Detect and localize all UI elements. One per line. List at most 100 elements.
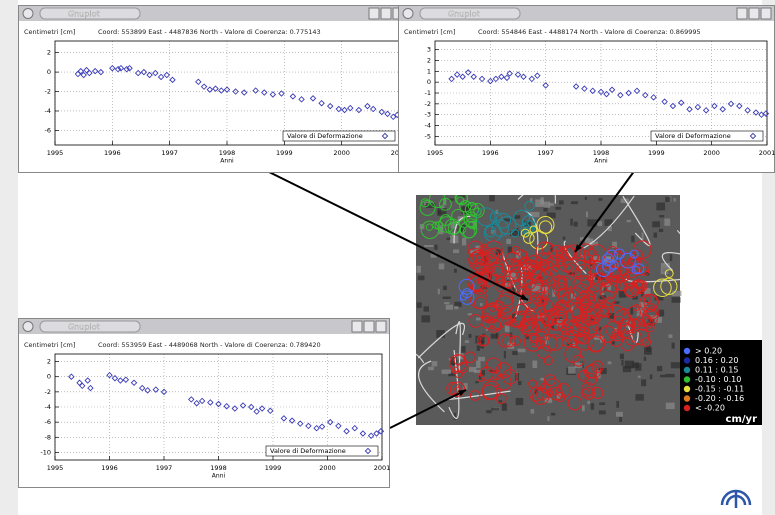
map-texture [504,351,506,358]
map-texture [476,318,481,321]
x-tick-label: 1995 [427,149,444,157]
legend-label: Valore di Deformazione [287,132,363,140]
x-tick-label: 1997 [156,464,173,472]
legend-label: Valore di Deformazione [655,132,731,140]
map-texture [506,239,511,244]
map-texture [468,313,473,315]
map-texture [514,215,520,218]
y-axis-label: Centimetri [cm] [404,28,455,36]
map-texture [660,375,665,378]
y-tick-label: 0 [427,78,431,86]
map-texture [486,410,492,413]
map-texture [432,361,438,366]
window-menu-button [403,9,413,19]
map-texture [652,221,660,227]
window-close-button [376,321,386,332]
map-texture [480,303,483,306]
x-tick-label: 2001 [374,464,391,472]
map-texture [638,376,641,378]
left-strip [0,0,18,515]
window-max-button [381,8,391,19]
x-axis-label: Anni [212,473,226,480]
map-texture [434,245,437,250]
gnuplot-window: GnuplotCentimetri [cm]Coord: 554846 East… [399,6,775,173]
map-texture [599,410,606,414]
map-texture [586,212,588,217]
window-max-button [364,321,374,332]
map-texture [547,416,549,421]
map-texture [625,361,634,369]
x-tick-label: 1996 [482,149,499,157]
x-tick-label: 1995 [47,464,64,472]
map-legend-swatch [684,395,690,401]
x-tick-label: 1996 [101,464,118,472]
map-texture [587,401,590,404]
map-texture [544,202,551,208]
gnuplot-window: GnuplotCentimetri [cm]Coord: 553899 East… [19,6,408,173]
map-texture [421,315,430,322]
y-tick-label: -2 [425,100,431,108]
x-tick-label: 1998 [219,149,236,157]
x-tick-label: 1997 [161,149,178,157]
window-close-button [761,8,771,19]
map-texture [670,254,672,261]
y-tick-label: 0 [47,68,51,76]
x-tick-label: 1995 [47,149,64,157]
map-texture [559,200,564,204]
map-texture [555,207,561,210]
map-texture [475,381,478,383]
map-texture [627,220,631,222]
y-tick-label: -6 [45,126,51,134]
x-tick-label: 2001 [759,149,775,157]
map-texture [672,343,675,349]
map-texture [551,413,555,416]
map-texture [489,195,495,201]
window-max-button [749,8,759,19]
map-legend-label: -0.15 : -0.11 [695,385,744,394]
y-tick-label: -6 [45,418,51,426]
map-texture [598,198,602,201]
map-texture [512,351,517,355]
map-texture [465,340,469,343]
map-legend-swatch [684,376,690,382]
map-legend-label: 0.16 : 0.20 [695,356,738,365]
page: > 0.200.16 : 0.200.11 : 0.15-0.10 : 0.10… [0,0,775,515]
map-texture [644,357,646,361]
map-texture [417,302,422,307]
x-tick-label: 1996 [104,149,121,157]
map-legend-unit: cm/yr [726,414,758,425]
map-texture [491,408,499,411]
y-tick-label: 2 [47,49,51,57]
map-texture [654,233,657,238]
y-axis-label: Centimetri [cm] [24,341,75,349]
map-texture [659,215,664,217]
map-texture [416,266,421,273]
map-texture [443,286,447,290]
map-texture [505,325,510,332]
map-texture [635,394,643,401]
map-texture [665,197,670,202]
y-tick-label: 2 [47,358,51,366]
map-legend-label: > 0.20 [695,347,722,356]
map-texture [616,401,619,408]
map-texture [574,222,578,227]
map-texture [518,381,521,385]
map-texture [446,305,453,310]
map-texture [671,362,680,368]
map-texture [644,347,652,354]
y-tick-label: 3 [427,46,431,54]
map-texture [563,236,565,239]
x-tick-label: 2000 [703,149,720,157]
map-legend-swatch [684,386,690,392]
legend-label: Valore di Deformazione [270,447,346,455]
y-axis-label: Centimetri [cm] [24,28,75,36]
chart-title: Coord: 553959 East - 4489068 North - Val… [98,341,321,349]
y-tick-label: -2 [45,88,51,96]
chart-title: Coord: 553899 East - 4487836 North - Val… [98,28,321,36]
map-texture [599,402,605,405]
map-legend-label: -0.10 : 0.10 [695,375,741,384]
map-texture [582,405,585,411]
map-texture [570,219,573,226]
x-axis-label: Anni [220,158,234,165]
y-tick-label: -3 [425,111,431,119]
